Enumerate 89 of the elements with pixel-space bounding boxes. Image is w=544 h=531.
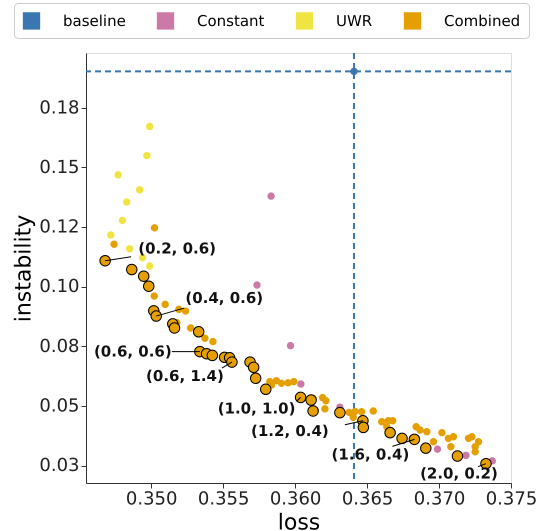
point <box>370 407 377 415</box>
point <box>378 418 386 426</box>
point <box>146 262 154 270</box>
point <box>322 397 330 404</box>
annotation: (2.0, 0.2) <box>420 464 498 483</box>
point <box>420 442 432 454</box>
y-tick-label: 0.12 <box>39 216 80 238</box>
point <box>396 432 408 444</box>
y-tick-label: 0.03 <box>39 455 80 476</box>
annotation: (0.2, 0.6) <box>138 240 216 258</box>
point <box>253 281 261 289</box>
point <box>450 433 458 440</box>
point <box>206 350 218 362</box>
point <box>267 192 275 200</box>
y-tick-label: 0.18 <box>39 97 80 118</box>
point <box>182 307 190 315</box>
point <box>305 394 317 406</box>
annotation: (1.6, 0.4) <box>332 445 410 464</box>
point <box>447 443 455 450</box>
point <box>118 216 126 224</box>
point <box>209 338 217 346</box>
point <box>99 254 111 266</box>
point <box>150 224 158 232</box>
x-tick-label: 0.365 <box>342 488 394 510</box>
point <box>452 450 464 462</box>
point <box>138 270 150 282</box>
x-tick-label: 0.350 <box>126 488 178 510</box>
point <box>294 392 306 404</box>
point <box>114 171 122 179</box>
point <box>136 186 144 194</box>
point <box>307 405 319 417</box>
annotation: (1.0, 1.0) <box>218 399 296 418</box>
point <box>384 426 396 438</box>
y-tick-label: 0.08 <box>39 336 80 357</box>
x-tick-label: 0.355 <box>198 488 250 510</box>
point <box>358 408 366 416</box>
legend-label: Combined <box>444 12 520 30</box>
point <box>248 362 260 374</box>
point <box>260 384 272 396</box>
x-tick-label: 0.360 <box>270 488 322 510</box>
y-tick-label: 0.05 <box>39 395 80 416</box>
point <box>110 240 118 248</box>
y-axis-title: instability <box>11 214 36 322</box>
point <box>168 322 180 334</box>
annotation: (0.4, 0.6) <box>185 289 264 308</box>
point <box>468 433 476 440</box>
point <box>143 152 151 160</box>
point <box>186 324 194 332</box>
point <box>143 280 154 292</box>
point <box>438 428 446 436</box>
point <box>408 434 420 446</box>
point <box>297 380 305 388</box>
y-tick-label: 0.10 <box>39 276 80 298</box>
point <box>462 452 470 460</box>
point <box>107 231 115 239</box>
point <box>161 300 169 308</box>
annotation: (1.2, 0.4) <box>251 422 329 440</box>
point <box>150 310 162 322</box>
legend-label: baseline <box>63 12 126 30</box>
point <box>146 122 154 130</box>
point <box>350 68 358 76</box>
point <box>126 245 134 252</box>
point <box>430 438 438 446</box>
y-tick-label: 0.15 <box>39 156 80 178</box>
x-axis-title: loss <box>278 510 320 531</box>
point <box>226 356 238 368</box>
point <box>192 326 204 338</box>
point <box>423 428 431 436</box>
point <box>471 448 479 456</box>
point <box>123 198 130 206</box>
point <box>290 378 298 386</box>
point <box>126 264 138 276</box>
point <box>358 422 370 434</box>
annotation: (0.6, 1.4) <box>146 367 224 386</box>
point <box>201 334 209 342</box>
point <box>278 380 286 388</box>
point <box>250 372 262 384</box>
point <box>416 426 424 434</box>
point <box>350 414 357 422</box>
point <box>321 405 329 413</box>
x-tick-label: 0.370 <box>414 488 466 510</box>
point <box>150 292 158 300</box>
legend-label: UWR <box>336 12 372 30</box>
annotation: (0.6, 0.6) <box>94 342 172 361</box>
point <box>286 342 294 350</box>
point <box>334 406 346 418</box>
x-tick-label: 0.375 <box>486 488 538 510</box>
point <box>434 445 442 453</box>
legend-label: Constant <box>197 12 265 30</box>
